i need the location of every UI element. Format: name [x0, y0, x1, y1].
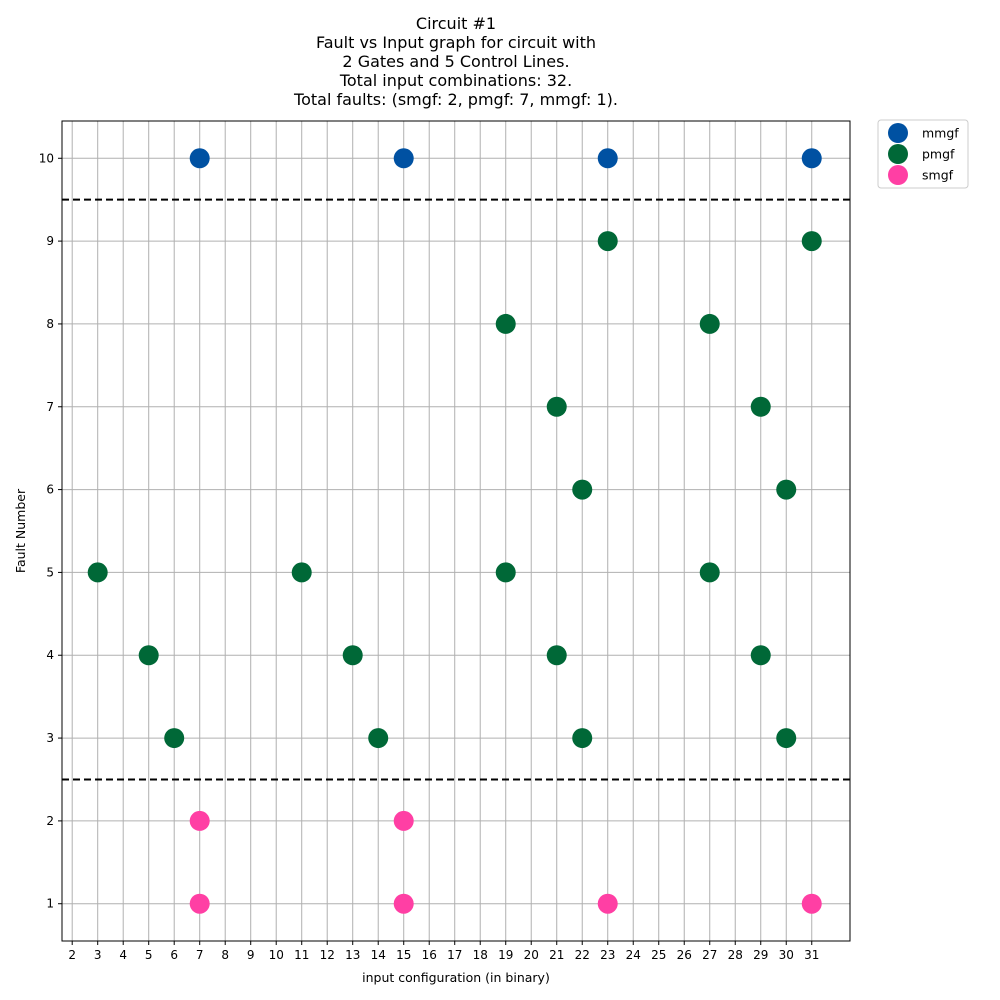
title-line: Total faults: (smgf: 2, pmgf: 7, mmgf: 1… [293, 90, 618, 109]
x-tick-label: 28 [728, 948, 743, 962]
x-tick-label: 20 [524, 948, 539, 962]
y-tick-label: 8 [46, 317, 54, 331]
data-point-pmgf [87, 562, 108, 583]
x-tick-label: 8 [221, 948, 229, 962]
data-point-mmgf [597, 148, 618, 169]
data-point-pmgf [572, 728, 593, 749]
y-tick-label: 10 [39, 151, 54, 165]
legend-label-smgf: smgf [922, 168, 954, 183]
x-tick-label: 12 [320, 948, 335, 962]
data-point-pmgf [699, 313, 720, 334]
x-tick-label: 2 [68, 948, 76, 962]
x-tick-label: 15 [396, 948, 411, 962]
data-point-smgf [393, 810, 414, 831]
legend-marker-mmgf [888, 123, 908, 143]
data-point-pmgf [495, 313, 516, 334]
data-point-pmgf [291, 562, 312, 583]
data-point-pmgf [495, 562, 516, 583]
x-tick-label: 5 [145, 948, 153, 962]
y-tick-label: 3 [46, 731, 54, 745]
legend-marker-smgf [888, 165, 908, 185]
data-point-pmgf [164, 728, 185, 749]
data-point-pmgf [368, 728, 389, 749]
data-point-pmgf [342, 645, 363, 666]
grid [62, 121, 850, 941]
x-tick-label: 23 [600, 948, 615, 962]
data-point-pmgf [776, 728, 797, 749]
x-tick-label: 14 [371, 948, 386, 962]
x-axis-ticks: 2 3 4 5 6 7 8 9 10 11 12 13 14 15 16 17 18 19 20 21 22 23 24 25… [68, 941, 819, 962]
x-tick-label: 22 [575, 948, 590, 962]
data-point-mmgf [801, 148, 822, 169]
data-point-smgf [597, 893, 618, 914]
x-tick-label: 6 [170, 948, 178, 962]
title-line: Fault vs Input graph for circuit with [316, 33, 596, 52]
legend: mmgf pmgf smgf [877, 119, 969, 189]
data-point-pmgf [776, 479, 797, 500]
data-point-pmgf [546, 645, 567, 666]
title-line: 2 Gates and 5 Control Lines. [342, 52, 569, 71]
legend-marker-pmgf [888, 144, 908, 164]
y-tick-label: 6 [46, 483, 54, 497]
y-tick-label: 2 [46, 814, 54, 828]
x-tick-label: 11 [294, 948, 309, 962]
data-point-pmgf [597, 231, 618, 252]
data-point-pmgf [138, 645, 159, 666]
x-tick-label: 24 [626, 948, 641, 962]
x-tick-label: 16 [422, 948, 437, 962]
x-tick-label: 18 [473, 948, 488, 962]
x-tick-label: 26 [677, 948, 692, 962]
data-point-pmgf [572, 479, 593, 500]
data-point-pmgf [546, 396, 567, 417]
x-tick-label: 10 [269, 948, 284, 962]
data-point-mmgf [189, 148, 210, 169]
y-axis-ticks: 1 2 3 4 5 6 7 8 9 10 [39, 151, 62, 911]
y-tick-label: 9 [46, 234, 54, 248]
x-tick-label: 25 [651, 948, 666, 962]
data-point-pmgf [801, 231, 822, 252]
title-line: Total input combinations: 32. [339, 71, 572, 90]
x-tick-label: 3 [94, 948, 102, 962]
x-tick-label: 13 [345, 948, 360, 962]
data-point-pmgf [699, 562, 720, 583]
data-point-pmgf [750, 396, 771, 417]
title-line: Circuit #1 [416, 14, 496, 33]
x-tick-label: 19 [498, 948, 513, 962]
x-tick-label: 30 [779, 948, 794, 962]
y-tick-label: 4 [46, 648, 54, 662]
x-tick-label: 21 [549, 948, 564, 962]
data-point-smgf [393, 893, 414, 914]
x-tick-label: 7 [196, 948, 204, 962]
y-tick-label: 5 [46, 565, 54, 579]
legend-label-mmgf: mmgf [922, 126, 959, 141]
data-point-smgf [801, 893, 822, 914]
x-tick-label: 17 [447, 948, 462, 962]
plot-area-frame [61, 120, 851, 942]
data-point-smgf [189, 893, 210, 914]
y-tick-label: 1 [46, 897, 54, 911]
data-point-mmgf [393, 148, 414, 169]
x-tick-label: 27 [702, 948, 717, 962]
legend-label-pmgf: pmgf [922, 147, 955, 162]
x-tick-label: 9 [247, 948, 255, 962]
y-axis-label: Fault Number [13, 488, 28, 573]
data-point-smgf [189, 810, 210, 831]
x-tick-label: 4 [119, 948, 127, 962]
data-points [87, 148, 822, 914]
data-point-pmgf [750, 645, 771, 666]
x-tick-label: 29 [753, 948, 768, 962]
y-tick-label: 7 [46, 400, 54, 414]
x-axis-label: input configuration (in binary) [362, 970, 550, 985]
x-tick-label: 31 [804, 948, 819, 962]
